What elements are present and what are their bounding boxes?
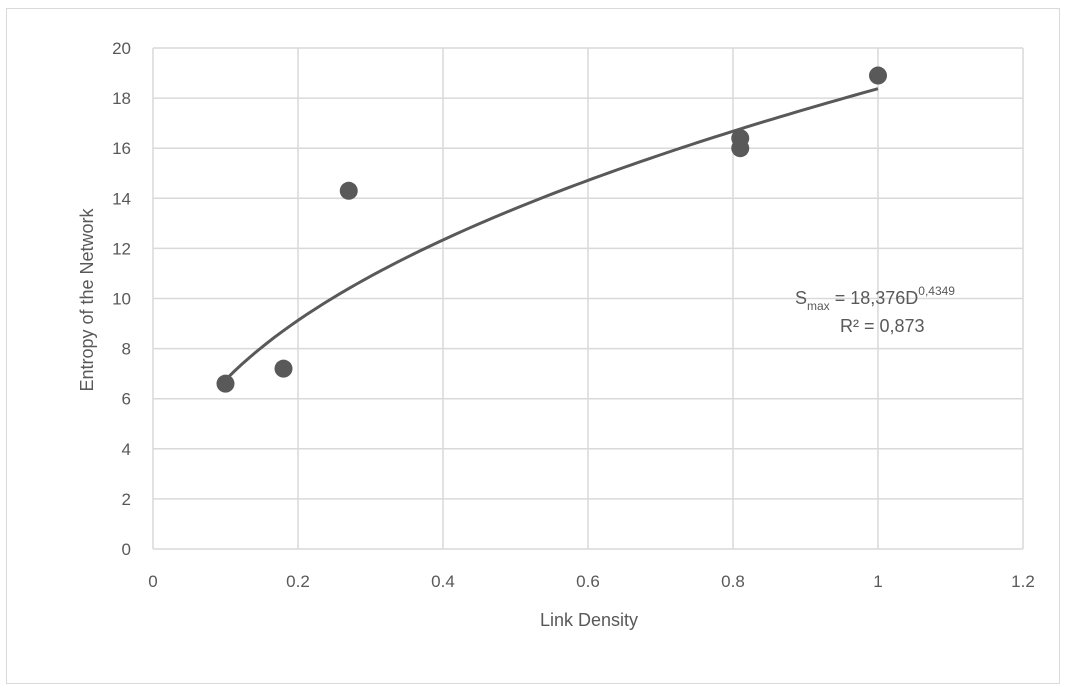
y-tick-label: 14 [112,189,131,208]
tick-labels: 0 2 4 6 8 10 12 14 16 18 20 0 0.2 0.4 0.6 0.8 1 1.2 [112,39,1035,591]
x-tick-label: 1 [873,572,882,591]
x-axis-title: Link Density [540,610,638,630]
x-tick-label: 0 [148,572,157,591]
y-tick-label: 6 [122,390,131,409]
grid-layer [152,47,1024,550]
y-tick-label: 10 [112,290,131,309]
trendline-equation: Smax = 18,376D0,4349 [795,284,955,313]
power-trendline [224,87,879,381]
y-axis-title: Entropy of the Network [77,207,97,391]
equation-subscript: max [807,299,830,313]
x-tick-label: 0.2 [286,572,310,591]
equation-exponent: 0,4349 [918,284,955,298]
x-tick-label: 1.2 [1011,572,1035,591]
x-tick-label: 0.4 [431,572,455,591]
y-tick-label: 8 [122,340,131,359]
data-point [339,181,358,200]
data-point [731,139,750,158]
y-tick-label: 20 [112,39,131,58]
y-tick-label: 16 [112,139,131,158]
data-point [274,359,293,378]
y-tick-label: 18 [112,89,131,108]
x-tick-label: 0.6 [576,572,600,591]
y-tick-label: 2 [122,490,131,509]
y-tick-label: 0 [122,540,131,559]
data-point [869,66,887,85]
data-point [216,374,235,393]
r-squared-label: R² = 0,873 [840,316,925,336]
equation-lhs: S [795,288,807,308]
y-tick-label: 12 [112,239,131,258]
chart-frame [6,8,1060,684]
data-points [216,66,887,393]
x-tick-label: 0.8 [721,572,745,591]
y-tick-label: 4 [122,440,131,459]
equation-body: = 18,376D [830,288,919,308]
